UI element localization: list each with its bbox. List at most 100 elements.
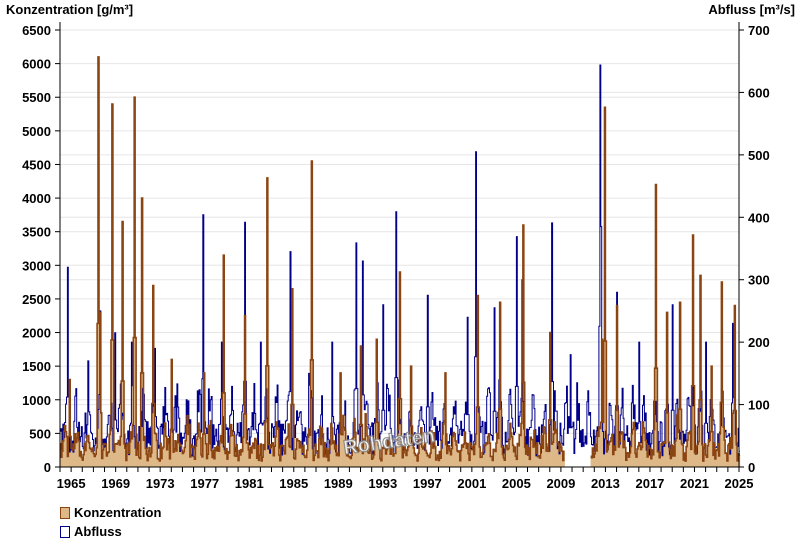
konzentration-bar — [630, 446, 632, 467]
konzentration-bar — [446, 453, 449, 467]
konzentration-bar — [723, 426, 725, 467]
konzentration-bar — [497, 438, 500, 467]
konzentration-bar — [426, 453, 428, 467]
konzentration-bar — [163, 429, 166, 467]
konzentration-bar — [640, 449, 642, 467]
konzentration-bar — [432, 448, 435, 467]
konzentration-bar — [613, 446, 616, 467]
konzentration-bar — [483, 445, 486, 467]
konzentration-bar — [590, 456, 592, 467]
konzentration-bar — [120, 436, 122, 467]
konzentration-bar — [107, 452, 109, 467]
right-y-tick-label: 100 — [748, 398, 770, 413]
konzentration-bar — [185, 440, 187, 467]
konzentration-bar — [277, 427, 279, 467]
konzentration-bar — [108, 452, 110, 467]
konzentration-bar — [415, 455, 417, 467]
konzentration-bar — [425, 450, 427, 467]
konzentration-bar — [647, 456, 649, 467]
konzentration-bar — [149, 456, 152, 467]
konzentration-bar — [220, 435, 222, 467]
konzentration-bar — [518, 445, 520, 467]
konzentration-bar — [64, 425, 66, 467]
konzentration-bar — [193, 456, 195, 467]
konzentration-bar — [657, 451, 659, 467]
konzentration-bar — [243, 414, 245, 467]
konzentration-bar — [279, 460, 282, 467]
konzentration-bar — [395, 444, 398, 467]
konzentration-bar — [534, 445, 537, 467]
konzentration-bar — [235, 456, 237, 467]
konzentration-bar — [80, 451, 82, 467]
konzentration-bar — [614, 450, 616, 467]
konzentration-bar — [560, 447, 563, 467]
right-y-tick-label: 700 — [748, 23, 770, 38]
konzentration-bar — [332, 443, 334, 467]
konzentration-bar — [63, 431, 65, 467]
konzentration-bar — [695, 453, 697, 467]
x-tick-label: 1993 — [368, 476, 397, 491]
konzentration-bar — [555, 432, 557, 467]
konzentration-bar — [464, 431, 466, 467]
konzentration-bar — [649, 447, 651, 467]
konzentration-bar — [515, 456, 517, 467]
konzentration-bar — [435, 460, 437, 467]
konzentration-bar — [599, 428, 602, 467]
konzentration-bar — [341, 434, 344, 467]
konzentration-bar — [430, 453, 432, 467]
konzentration-bar — [386, 449, 388, 467]
konzentration-bar — [300, 441, 302, 467]
konzentration-bar — [537, 456, 539, 467]
konzentration-bar — [424, 442, 426, 467]
konzentration-bar — [159, 460, 161, 467]
konzentration-bar — [305, 457, 308, 467]
konzentration-bar — [217, 447, 219, 467]
konzentration-bar — [74, 433, 77, 467]
konzentration-bar — [143, 440, 145, 467]
konzentration-bar — [610, 441, 612, 467]
konzentration-bar — [201, 456, 204, 467]
konzentration-bar — [103, 443, 105, 467]
konzentration-bar — [343, 427, 346, 467]
konzentration-bar — [319, 426, 321, 467]
konzentration-bar — [443, 424, 445, 467]
konzentration-bar — [200, 454, 203, 467]
konzentration-bar — [474, 444, 476, 467]
konzentration-bar — [510, 433, 513, 467]
konzentration-bar — [554, 421, 556, 467]
konzentration-bar — [362, 453, 364, 467]
konzentration-bar — [519, 434, 521, 467]
konzentration-bar — [117, 442, 119, 467]
left-y-tick-label: 6500 — [22, 23, 51, 38]
right-y-tick-label: 600 — [748, 85, 770, 100]
konzentration-bar — [390, 454, 392, 467]
konzentration-bar — [341, 434, 343, 467]
konzentration-bar — [180, 446, 182, 467]
konzentration-bar — [473, 454, 475, 467]
konzentration-bar — [342, 415, 345, 467]
konzentration-bar — [463, 444, 465, 467]
konzentration-bar — [502, 454, 504, 467]
konzentration-bar — [674, 456, 676, 467]
konzentration-bar — [539, 458, 541, 467]
konzentration-bar — [86, 435, 89, 467]
konzentration-bar — [65, 431, 67, 467]
konzentration-bar — [453, 432, 455, 467]
konzentration-bar — [623, 441, 626, 467]
konzentration-bar — [358, 447, 360, 467]
konzentration-bar — [438, 460, 440, 467]
konzentration-bar — [216, 446, 218, 467]
konzentration-bar — [213, 458, 216, 467]
legend-item-konzentration: Konzentration — [60, 505, 161, 520]
konzentration-bar — [594, 453, 596, 467]
konzentration-bar — [660, 452, 662, 467]
konzentration-bar — [459, 460, 462, 467]
konzentration-bar — [179, 445, 181, 467]
konzentration-bar — [246, 442, 248, 467]
konzentration-bar — [275, 436, 277, 467]
left-y-tick-label: 0 — [44, 460, 51, 475]
konzentration-bar — [284, 453, 286, 467]
konzentration-bar — [276, 421, 278, 467]
konzentration-bar — [385, 454, 387, 467]
konzentration-bar — [687, 432, 690, 467]
